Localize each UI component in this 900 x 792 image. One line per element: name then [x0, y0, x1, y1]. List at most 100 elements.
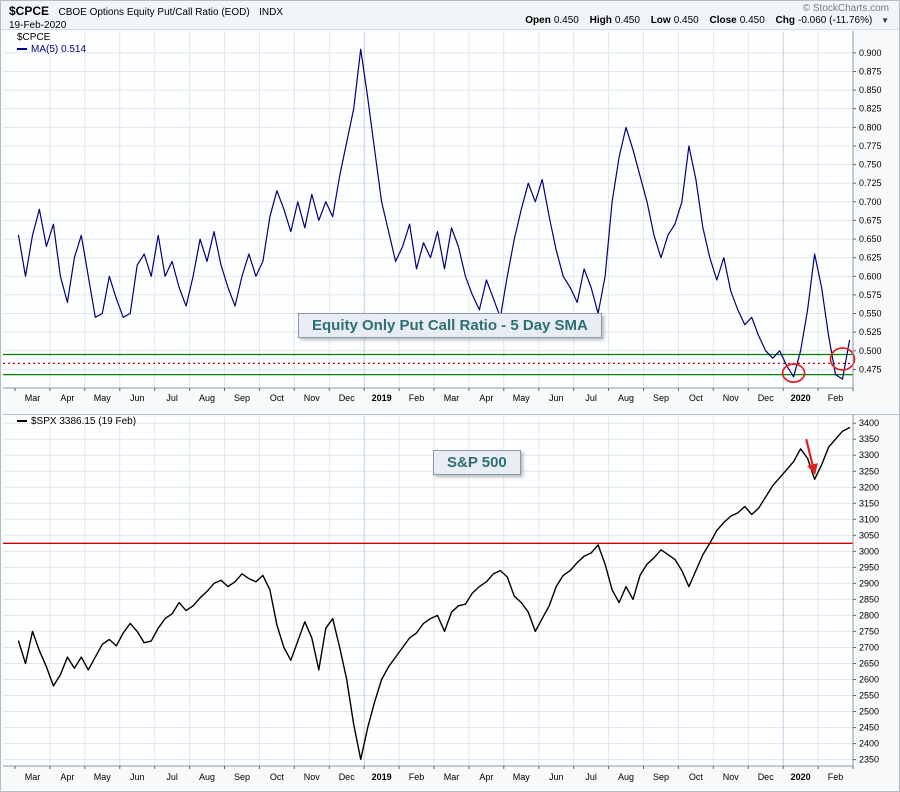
close-value: 0.450: [739, 15, 765, 26]
y-tick-label: 0.775: [859, 141, 882, 151]
x-month-label: Dec: [758, 393, 775, 403]
spx-panel: 3400 3350 3300 3250 3200 3150 3100 3050 3000 2950…: [1, 414, 899, 791]
x-month-label: Nov: [304, 393, 321, 403]
y-tick-label: 0.650: [859, 234, 882, 244]
x-month-label: Oct: [689, 393, 704, 403]
spx-line-swatch: [17, 420, 27, 423]
x-month-label: Apr: [60, 772, 74, 782]
x-month-label: Sep: [653, 772, 669, 782]
x-month-label: Mar: [25, 393, 41, 403]
cpce-legend-symbol: $CPCE: [17, 32, 51, 43]
y-tick-label: 3400: [859, 418, 879, 428]
spx-annotation-box: S&P 500: [433, 450, 521, 475]
x-month-label: Feb: [828, 393, 844, 403]
y-tick-label: 2800: [859, 610, 879, 620]
y-tick-label: 3050: [859, 530, 879, 540]
x-month-label: May: [94, 772, 112, 782]
y-tick-label: 0.675: [859, 215, 882, 225]
spx-line: [17, 426, 851, 760]
x-month-label: Jun: [549, 393, 564, 403]
cpce-annotation-box: Equity Only Put Call Ratio - 5 Day SMA: [298, 313, 602, 338]
title-row: $CPCE CBOE Options Equity Put/Call Ratio…: [9, 2, 891, 18]
y-tick-label: 2650: [859, 659, 879, 669]
y-tick-label: 3200: [859, 482, 879, 492]
y-tick-label: 2600: [859, 675, 879, 685]
y-tick-label: 0.600: [859, 271, 882, 281]
spx-legend: $SPX 3386.15 (19 Feb): [17, 416, 136, 428]
y-tick-label: 2400: [859, 739, 879, 749]
cpce-plot-svg: 0.900 0.875 0.850 0.825 0.800 0.775 0.750 0.725…: [3, 31, 882, 403]
x-month-label: 2020: [791, 393, 811, 403]
x-month-label: Oct: [689, 772, 704, 782]
copyright-label: © StockCharts.com: [802, 3, 889, 14]
x-month-label: Jul: [166, 393, 178, 403]
x-month-label: Nov: [723, 772, 740, 782]
x-month-label: Mar: [444, 393, 460, 403]
x-month-label: May: [94, 393, 112, 403]
chart-header: $CPCE CBOE Options Equity Put/Call Ratio…: [1, 1, 899, 31]
ohlc-quotes: Open 0.450 High 0.450 Low 0.450 Close 0.450 …: [517, 15, 889, 26]
y-tick-label: 0.550: [859, 309, 882, 319]
cpce-legend: $CPCE MA(5) 0.514: [17, 32, 86, 56]
y-tick-label: 0.800: [859, 122, 882, 132]
x-month-label: 2019: [372, 393, 392, 403]
change-value: -0.060 (-11.76%): [798, 15, 873, 26]
plot-background: [3, 415, 853, 766]
spx-legend-line: $SPX 3386.15 (19 Feb): [17, 416, 136, 428]
x-month-label: 2019: [372, 772, 392, 782]
y-tick-label: 2550: [859, 691, 879, 701]
open-value: 0.450: [553, 15, 579, 26]
low-value: 0.450: [673, 15, 699, 26]
x-month-label: Mar: [25, 772, 41, 782]
decline-arrow: [805, 438, 818, 476]
y-tick-label: 0.900: [859, 48, 882, 58]
x-month-label: Oct: [270, 772, 285, 782]
y-tick-label: 0.500: [859, 346, 882, 356]
low-label: Low: [650, 15, 671, 26]
high-label: High: [589, 15, 612, 26]
x-month-label: Apr: [479, 393, 493, 403]
x-month-label: Jun: [130, 393, 145, 403]
y-tick-label: 2850: [859, 594, 879, 604]
y-tick-label: 3300: [859, 450, 879, 460]
y-tick-label: 0.625: [859, 253, 882, 263]
x-month-label: Oct: [270, 393, 285, 403]
date-label: 19-Feb-2020: [9, 20, 67, 31]
alert-circle: [829, 347, 856, 371]
y-tick-label: 2700: [859, 643, 879, 653]
spx-plot-svg: 3400 3350 3300 3250 3200 3150 3100 3050 3000 2950…: [3, 414, 899, 782]
x-month-label: Apr: [60, 393, 74, 403]
x-month-label: May: [513, 393, 531, 403]
x-month-label: Jun: [549, 772, 564, 782]
close-label: Close: [709, 15, 737, 26]
y-tick-label: 0.850: [859, 85, 882, 95]
x-month-label: Jul: [585, 772, 597, 782]
quote-row: 19-Feb-2020 Open 0.450 High 0.450 Low 0.450…: [9, 15, 891, 31]
x-month-label: Dec: [758, 772, 775, 782]
cpce-line: [17, 48, 851, 380]
cpce-legend-ma: MA(5) 0.514: [17, 44, 86, 56]
x-month-label: Nov: [723, 393, 740, 403]
x-month-label: Sep: [234, 772, 250, 782]
x-month-label: Aug: [618, 772, 634, 782]
x-month-label: Sep: [234, 393, 250, 403]
x-month-label: Sep: [653, 393, 669, 403]
y-tick-label: 0.475: [859, 364, 882, 374]
cpce-panel: 0.900 0.875 0.850 0.825 0.800 0.775 0.750 0.725…: [1, 30, 899, 414]
exchange-label: INDX: [259, 7, 284, 18]
y-tick-label: 2950: [859, 562, 879, 572]
y-tick-label: 0.575: [859, 290, 882, 300]
x-month-label: Feb: [409, 393, 425, 403]
x-month-label: Feb: [409, 772, 425, 782]
y-tick-label: 3000: [859, 546, 879, 556]
x-month-label: Jun: [130, 772, 145, 782]
x-month-label: 2020: [791, 772, 811, 782]
x-month-label: Jul: [585, 393, 597, 403]
y-tick-label: 0.750: [859, 160, 882, 170]
x-month-label: Apr: [479, 772, 493, 782]
x-month-label: May: [513, 772, 531, 782]
x-month-label: Jul: [166, 772, 178, 782]
chevron-down-icon[interactable]: ▼: [881, 16, 889, 25]
y-tick-label: 0.725: [859, 178, 882, 188]
